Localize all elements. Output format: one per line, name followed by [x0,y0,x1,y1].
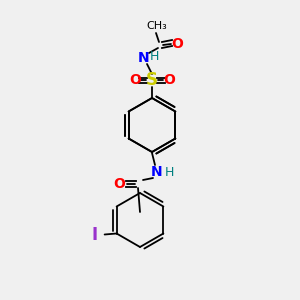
Text: CH₃: CH₃ [147,21,167,31]
Text: S: S [146,71,158,89]
Text: N: N [138,51,150,65]
Text: O: O [113,177,125,191]
Text: O: O [129,73,141,87]
Text: N: N [151,165,163,179]
Text: H: H [164,167,174,179]
Text: H: H [149,50,159,64]
Text: O: O [171,37,183,51]
Text: I: I [92,226,98,244]
Text: O: O [163,73,175,87]
